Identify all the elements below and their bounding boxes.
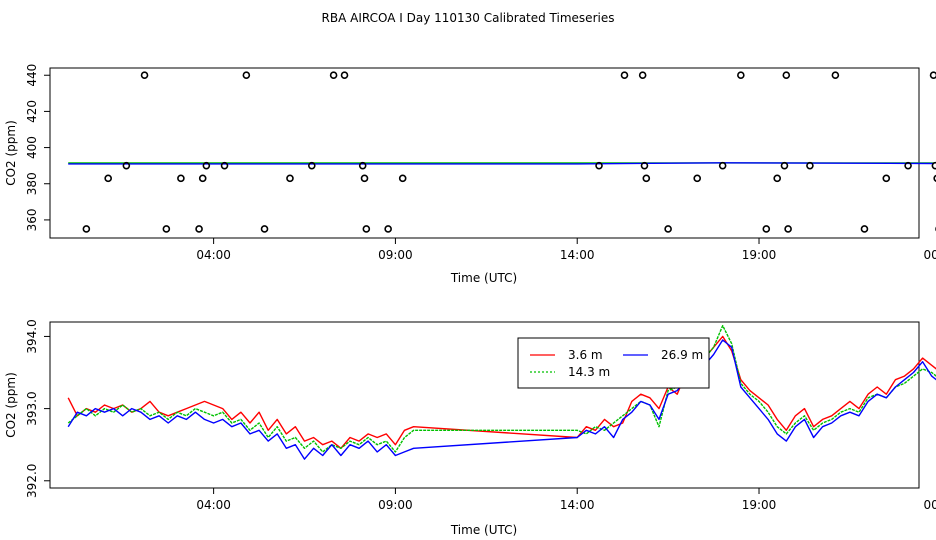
x-tick-label: 00:00 xyxy=(924,498,936,512)
data-point xyxy=(286,174,294,183)
data-point xyxy=(82,225,91,233)
data-point xyxy=(860,225,869,233)
y-tick-label: 360 xyxy=(25,208,39,231)
x-tick-label: 19:00 xyxy=(742,248,777,262)
panel-top-ylabel: CO2 (ppm) xyxy=(4,120,18,186)
data-point xyxy=(140,71,149,80)
data-point xyxy=(358,161,367,170)
data-point xyxy=(638,71,647,80)
data-point xyxy=(784,225,792,233)
data-point xyxy=(198,174,207,183)
y-tick-label: 440 xyxy=(25,64,39,87)
panel-bottom-series xyxy=(67,324,936,460)
x-tick-label: 14:00 xyxy=(560,248,595,262)
legend-box xyxy=(517,337,710,389)
data-point xyxy=(780,161,789,170)
legend-label-14-3m: 14.3 m xyxy=(568,365,610,379)
data-point xyxy=(904,161,912,170)
x-tick-label: 19:00 xyxy=(742,498,777,512)
panel-bottom: 04:00 09:00 14:00 19:00 00:00 392.0 393.0 394.… xyxy=(4,319,936,537)
data-point xyxy=(882,174,891,183)
y-tick-label: 420 xyxy=(25,100,39,123)
data-point xyxy=(806,161,814,170)
panel-top-y-axis: 360 380 400 420 440 xyxy=(25,64,50,231)
legend-label-3-6m: 3.6 m xyxy=(568,348,603,362)
x-tick-label: 04:00 xyxy=(196,248,231,262)
data-point xyxy=(384,225,392,233)
data-point xyxy=(260,225,269,233)
panel-bottom-xlabel: Time (UTC) xyxy=(450,523,517,537)
data-point xyxy=(762,225,771,233)
figure-title: RBA AIRCOA I Day 110130 Calibrated Times… xyxy=(322,11,615,25)
data-point xyxy=(329,71,338,80)
data-point xyxy=(162,225,171,233)
series-line xyxy=(67,339,936,460)
panel-top-points xyxy=(82,71,936,233)
data-point xyxy=(362,225,371,233)
series-line xyxy=(68,162,934,165)
data-point xyxy=(737,71,745,80)
y-tick-label: 380 xyxy=(25,172,39,195)
data-point xyxy=(104,174,112,183)
data-point xyxy=(933,174,936,182)
data-point xyxy=(718,161,727,170)
data-point xyxy=(220,161,229,170)
y-tick-label: 394.0 xyxy=(25,319,39,353)
panel-top-frame xyxy=(49,67,920,239)
data-point xyxy=(664,225,672,233)
data-point xyxy=(642,174,651,183)
data-point xyxy=(177,174,185,183)
data-point xyxy=(340,71,349,80)
data-point xyxy=(931,161,936,170)
data-point xyxy=(202,161,211,170)
y-tick-label: 393.0 xyxy=(25,391,39,425)
legend-label-26-9m: 26.9 m xyxy=(661,348,703,362)
data-point xyxy=(640,161,649,170)
x-tick-label: 09:00 xyxy=(378,248,413,262)
data-point xyxy=(693,174,702,183)
legend: 3.6 m 14.3 m 26.9 m xyxy=(517,337,710,389)
panel-bottom-frame xyxy=(49,321,920,489)
data-point xyxy=(122,161,131,170)
panel-top-series xyxy=(68,162,934,165)
x-tick-label: 04:00 xyxy=(196,498,231,512)
panel-top-xlabel: Time (UTC) xyxy=(450,271,517,285)
data-point xyxy=(929,71,936,80)
data-point xyxy=(360,174,369,183)
y-tick-label: 392.0 xyxy=(25,464,39,498)
panel-top-x-axis: 04:00 09:00 14:00 19:00 00:00 xyxy=(196,238,936,262)
panel-bottom-y-axis: 392.0 393.0 394.0 xyxy=(25,319,50,498)
data-point xyxy=(782,71,791,80)
data-point xyxy=(195,225,203,233)
x-tick-label: 00:00 xyxy=(924,248,936,262)
data-point xyxy=(595,161,603,170)
data-point xyxy=(831,71,840,80)
data-point xyxy=(242,71,251,80)
panel-bottom-ylabel: CO2 (ppm) xyxy=(4,372,18,438)
series-line xyxy=(67,324,936,453)
data-point xyxy=(620,71,629,80)
series-line xyxy=(67,335,936,449)
data-point xyxy=(773,174,781,183)
x-tick-label: 09:00 xyxy=(378,498,413,512)
panel-bottom-x-axis: 04:00 09:00 14:00 19:00 00:00 xyxy=(196,488,936,512)
data-point xyxy=(398,174,407,183)
data-point xyxy=(307,161,316,170)
panel-top: 04:00 09:00 14:00 19:00 00:00 360 380 400 420 44… xyxy=(4,64,936,285)
y-tick-label: 400 xyxy=(25,136,39,159)
x-tick-label: 14:00 xyxy=(560,498,595,512)
